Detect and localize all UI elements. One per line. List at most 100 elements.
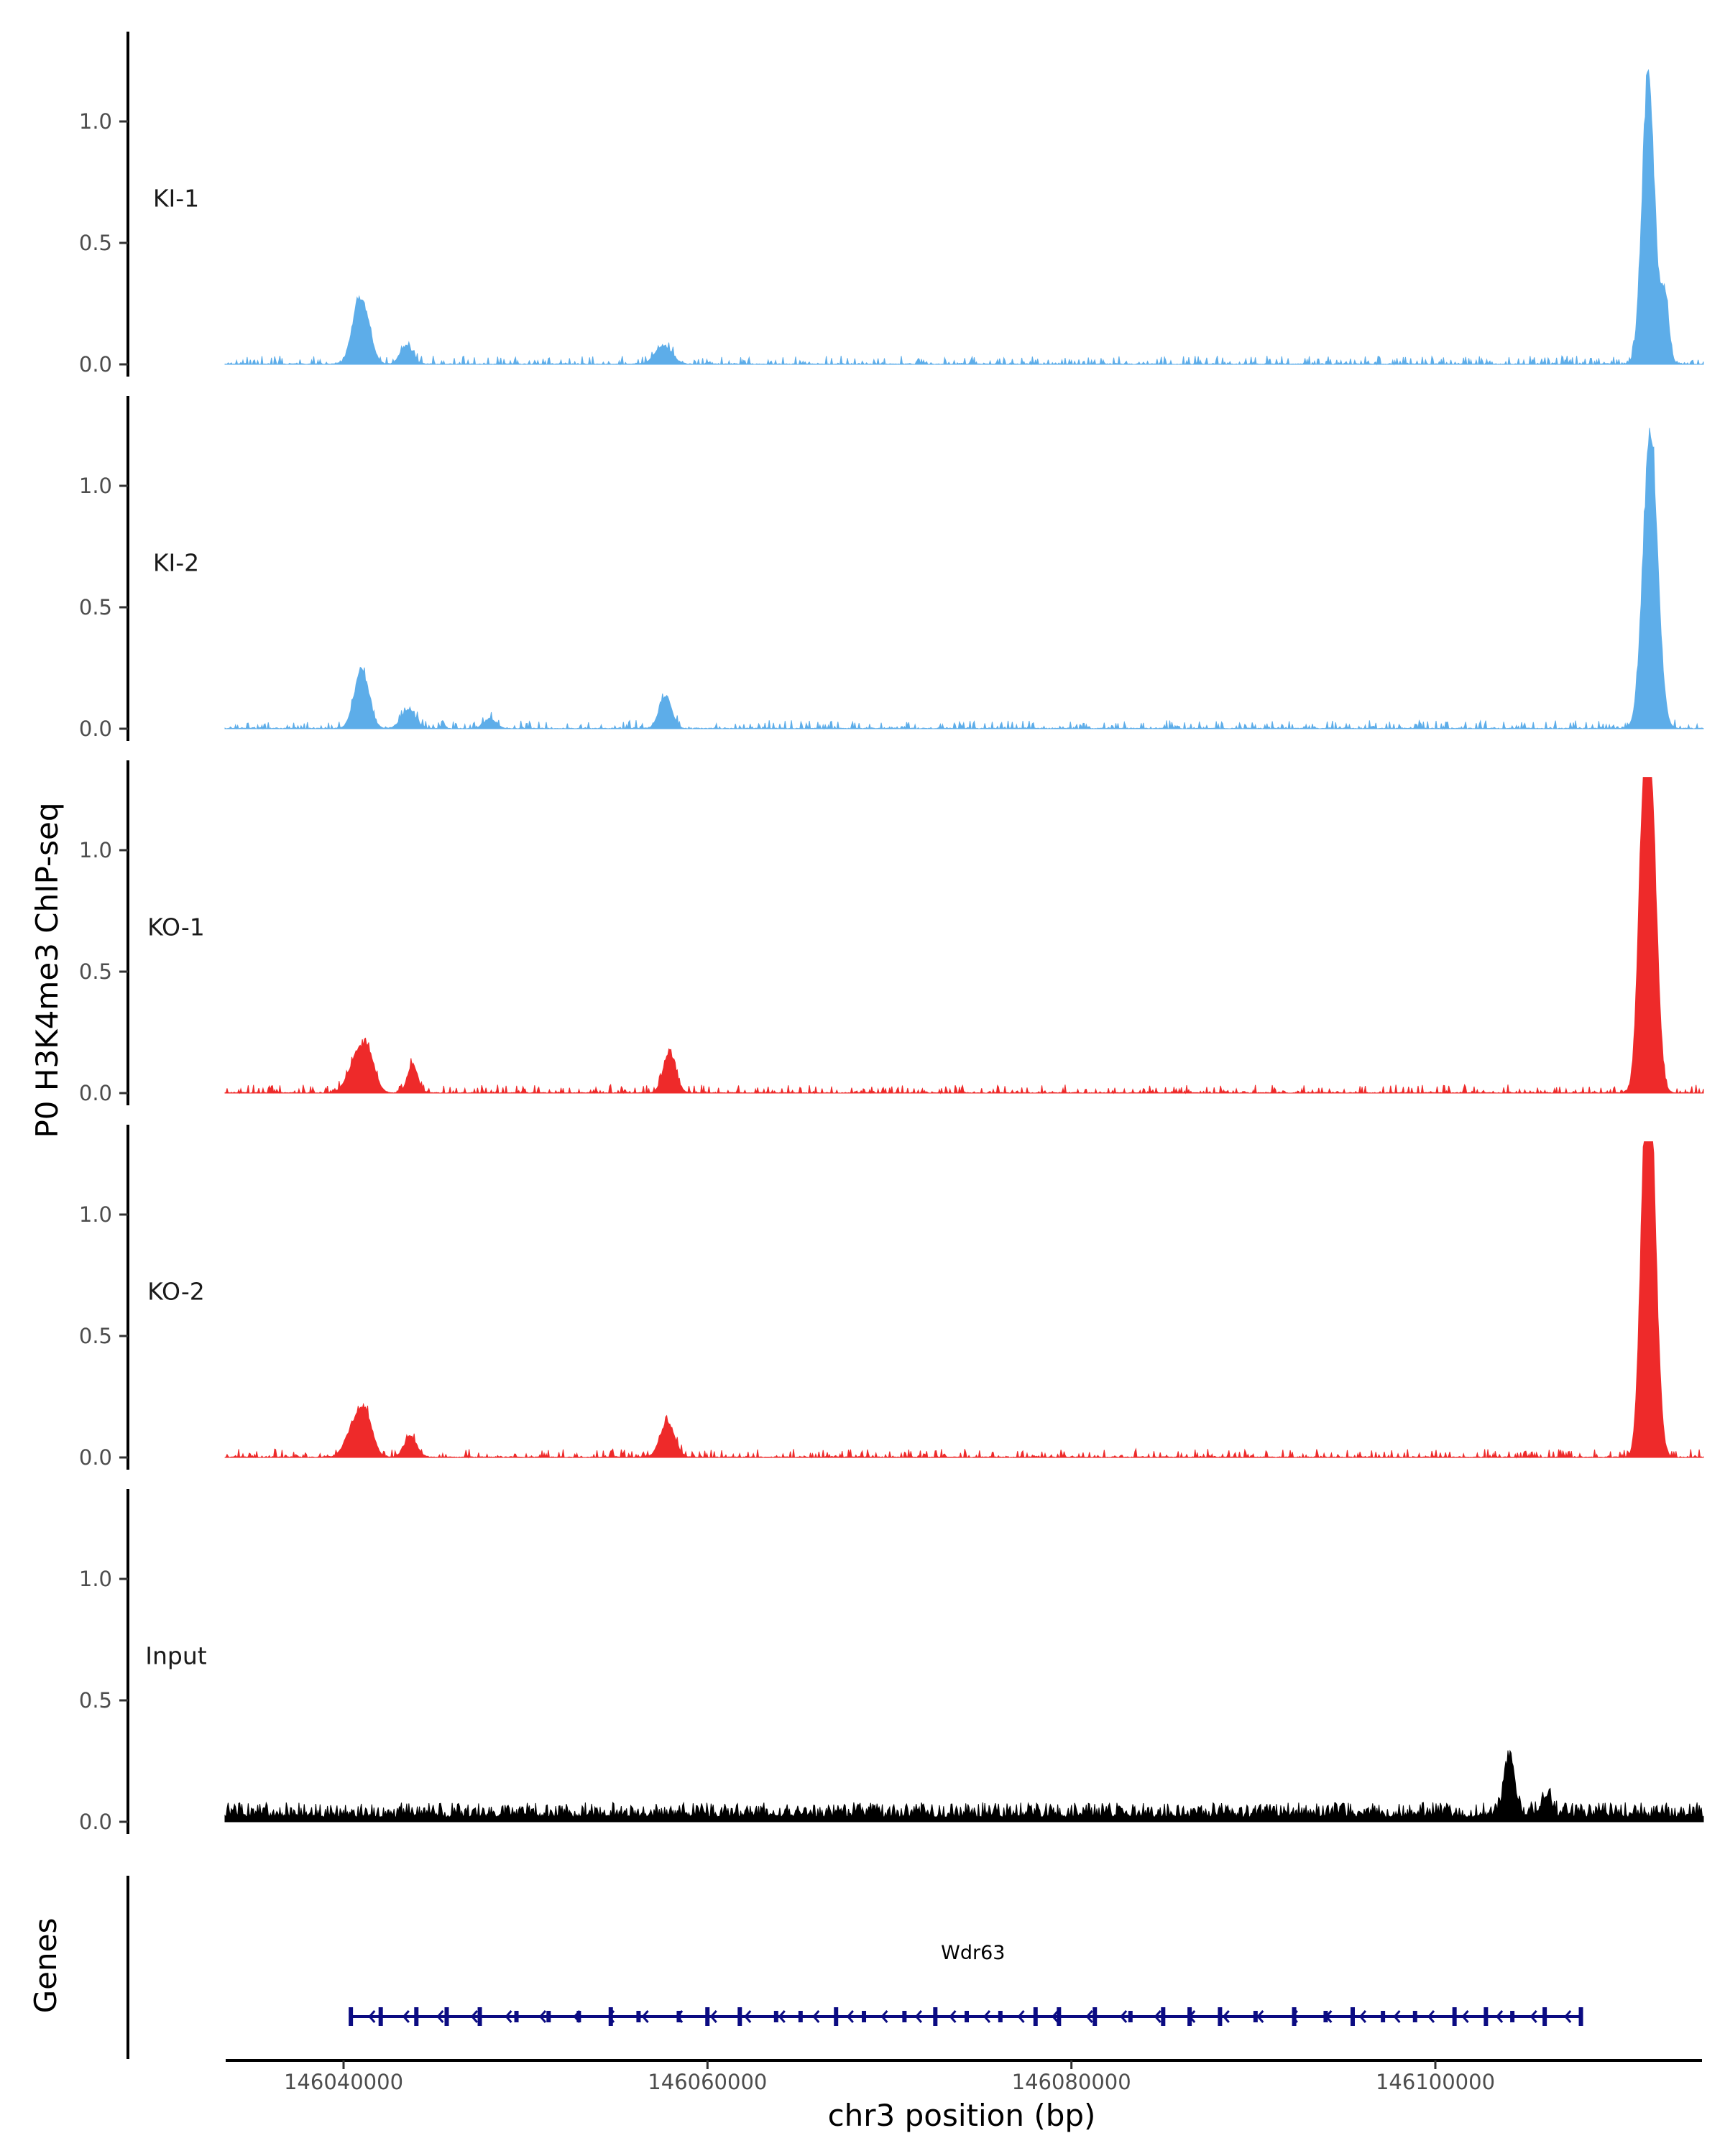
track-input: 0.0 0.5 1.0 Input: [79, 1489, 1704, 1834]
strand-arrow: [402, 2010, 410, 2023]
x-tick-label: 146100000: [1376, 2070, 1495, 2094]
track-label: KO-2: [147, 1277, 205, 1305]
strand-arrow: [709, 2010, 717, 2023]
gene-exon: [1484, 2007, 1489, 2026]
strand-arrow: [505, 2010, 512, 2023]
track-ko-1: 0.0 0.5 1.0 KO-1: [79, 760, 1704, 1105]
gene-exon: [1578, 2007, 1583, 2026]
track-label: KI-1: [153, 184, 199, 212]
strand-arrow: [1325, 2010, 1333, 2023]
gene-exon: [414, 2007, 419, 2026]
track-label: Input: [145, 1641, 207, 1669]
x-axis: 146040000 146060000 146080000 146100000: [226, 2059, 1702, 2094]
gene-exon: [444, 2007, 449, 2026]
gene-exon: [1350, 2007, 1355, 2026]
gene-exon: [737, 2007, 742, 2026]
genes-track: Genes Wdr63: [28, 1876, 1583, 2059]
gene-exon: [1253, 2011, 1258, 2022]
genes-track-label: Genes: [28, 1918, 63, 2014]
y-tick-label: 0.0: [79, 717, 112, 741]
strand-arrow: [1154, 2010, 1162, 2023]
signal-area: [224, 428, 1704, 730]
y-tick-label: 1.0: [79, 474, 112, 498]
y-tick-label: 0.0: [79, 1445, 112, 1470]
x-axis-title: chr3 position (bp): [828, 2098, 1096, 2133]
gene-exon: [514, 2011, 519, 2022]
gene-exon: [1381, 2011, 1386, 2022]
gene-name-label: Wdr63: [941, 1942, 1005, 1964]
x-tick-label: 146080000: [1012, 2070, 1131, 2094]
strand-arrow: [983, 2010, 991, 2023]
strand-arrow: [676, 2010, 684, 2023]
strand-arrow: [1393, 2010, 1401, 2023]
track-ki-2: 0.0 0.5 1.0 KI-2: [79, 396, 1704, 741]
y-tick-label: 0.5: [79, 1688, 112, 1713]
strand-arrow: [573, 2010, 581, 2023]
strand-arrow: [846, 2010, 854, 2023]
gene-exon: [576, 2011, 581, 2022]
signal-area: [224, 68, 1704, 366]
gene-exon: [902, 2011, 907, 2022]
y-tick-label: 1.0: [79, 1567, 112, 1591]
strand-arrow: [641, 2010, 649, 2023]
gene-exon: [773, 2011, 778, 2022]
strand-arrow: [436, 2010, 444, 2023]
strand-arrow: [880, 2010, 888, 2023]
x-tick-label: 146060000: [648, 2070, 767, 2094]
strand-arrow: [1496, 2010, 1504, 2023]
track-label: KO-1: [147, 913, 205, 941]
gene-wdr63: Wdr63: [349, 1942, 1583, 2026]
gene-exon: [378, 2007, 383, 2026]
gene-exon: [834, 2007, 839, 2026]
track-ki-1: 0.0 0.5 1.0 KI-1: [79, 32, 1704, 377]
strand-arrow: [1530, 2010, 1537, 2023]
y-tick-label: 0.0: [79, 1081, 112, 1105]
gene-exon: [676, 2011, 681, 2022]
gene-exon: [349, 2007, 354, 2026]
strand-arrow: [812, 2010, 820, 2023]
strand-arrow: [1427, 2010, 1435, 2023]
strand-arrow: [1052, 2010, 1059, 2023]
gene-exon: [477, 2007, 482, 2026]
gene-exon: [1510, 2011, 1515, 2022]
strand-arrow: [538, 2010, 547, 2023]
y-tick-label: 1.0: [79, 838, 112, 862]
gene-exon: [1128, 2011, 1133, 2022]
gene-exon: [965, 2011, 970, 2022]
signal-area: [224, 1749, 1704, 1823]
y-tick-label: 0.5: [79, 231, 112, 255]
gene-exon: [798, 2011, 803, 2022]
gene-exon: [546, 2011, 551, 2022]
gene-exon: [636, 2011, 641, 2022]
strand-arrow: [1085, 2010, 1093, 2023]
gene-exon: [1092, 2007, 1098, 2026]
signal-area: [224, 1141, 1704, 1459]
strand-arrow: [470, 2010, 479, 2023]
gene-exon: [998, 2011, 1003, 2022]
strand-arrow: [1358, 2010, 1367, 2023]
y-tick-label: 1.0: [79, 1202, 112, 1227]
gene-exon: [1292, 2007, 1297, 2026]
gene-exon: [1033, 2007, 1038, 2026]
gene-exon: [705, 2007, 710, 2026]
gene-exon: [862, 2011, 867, 2022]
gene-exon: [1057, 2007, 1062, 2026]
y-tick-label: 0.0: [79, 352, 112, 377]
gene-exon: [608, 2007, 613, 2026]
signal-area: [224, 777, 1704, 1095]
gene-exon: [1452, 2007, 1457, 2026]
gene-exon: [1412, 2011, 1417, 2022]
gene-exon: [1542, 2007, 1547, 2026]
strand-arrow: [368, 2010, 376, 2023]
y-axis-title: P0 H3K4me3 ChIP-seq: [29, 802, 65, 1138]
track-label: KI-2: [153, 548, 199, 576]
strand-arrow: [1256, 2010, 1264, 2023]
track-ko-2: 0.0 0.5 1.0 KO-2: [79, 1125, 1704, 1470]
y-tick-label: 0.5: [79, 595, 112, 619]
y-tick-label: 0.5: [79, 1324, 112, 1348]
strand-arrow: [1188, 2010, 1196, 2023]
strand-arrow: [1222, 2010, 1230, 2023]
strand-arrow: [1017, 2010, 1025, 2023]
